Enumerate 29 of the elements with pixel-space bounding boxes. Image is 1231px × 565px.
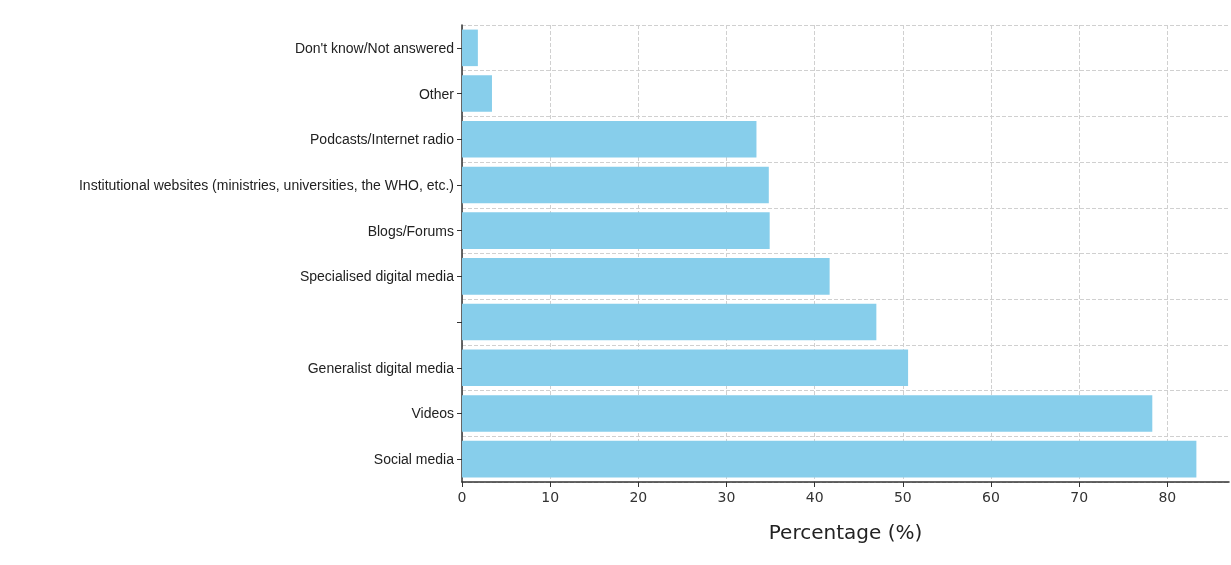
bar bbox=[462, 303, 877, 341]
bar bbox=[462, 166, 769, 204]
x-tick-label: 70 bbox=[1070, 489, 1089, 505]
x-tick-label: 80 bbox=[1158, 489, 1177, 505]
y-tick-label: Social media bbox=[373, 451, 455, 468]
bar bbox=[462, 258, 830, 295]
bar bbox=[462, 212, 770, 249]
x-tick-label: 40 bbox=[805, 489, 824, 505]
x-axis-title: Percentage (%) bbox=[768, 520, 923, 544]
y-tick-label: Don't know/Not answered bbox=[294, 39, 454, 56]
y-tick-label: Videos bbox=[411, 405, 454, 422]
x-tick-label: 0 bbox=[457, 489, 467, 505]
y-tick-label: Generalist digital media bbox=[307, 359, 455, 376]
y-tick-label: Specialised digital media bbox=[299, 268, 455, 285]
y-tick-label: Podcasts/Internet radio bbox=[310, 131, 455, 148]
bar bbox=[462, 120, 757, 158]
y-tick-label: Other bbox=[418, 85, 455, 102]
x-tick-label: 50 bbox=[893, 489, 912, 505]
bar bbox=[462, 395, 1153, 432]
bar bbox=[462, 440, 1197, 478]
x-tick-label: 10 bbox=[541, 489, 560, 505]
x-tick-label: 60 bbox=[982, 489, 1000, 505]
bar bbox=[462, 349, 909, 387]
bar bbox=[462, 75, 492, 112]
y-tick-label: Blogs/Forums bbox=[367, 222, 454, 239]
y-tick-label: Institutional websites (ministries, universities, the WHO, etc.) bbox=[78, 176, 454, 193]
x-tick-label: 20 bbox=[629, 489, 648, 505]
x-tick-label: 30 bbox=[717, 489, 736, 505]
bar bbox=[462, 29, 478, 67]
